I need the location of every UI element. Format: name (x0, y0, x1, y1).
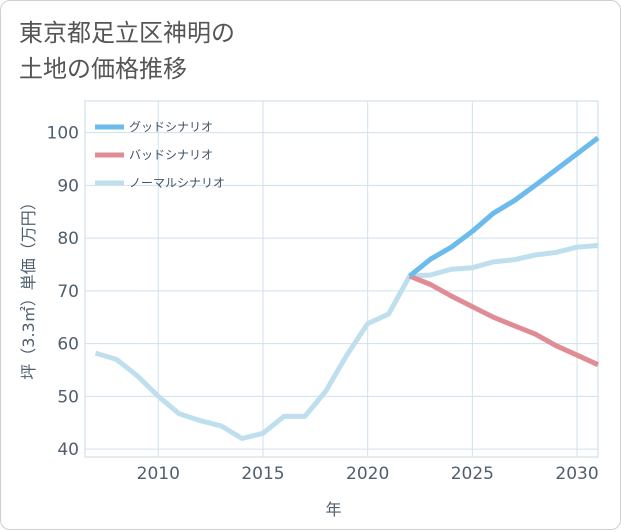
x-tick-label: 2010 (137, 464, 180, 484)
grid-layer (84, 100, 599, 458)
x-tick-label: 2020 (346, 464, 389, 484)
series-line-2 (94, 243, 599, 441)
y-tick-label: 40 (57, 440, 79, 460)
y-axis-title: 坪（3.3㎡）単価（万円） (19, 194, 38, 379)
y-tick-label: 90 (57, 176, 79, 196)
y-tick-label: 50 (57, 387, 79, 407)
plot-frame (84, 100, 599, 458)
legend-label: グッドシナリオ (129, 120, 213, 134)
series-line-1 (408, 273, 600, 367)
x-tick-label: 2015 (241, 464, 284, 484)
series-line-0 (408, 135, 600, 279)
x-tick-label: 2025 (451, 464, 494, 484)
x-tick-label: 2030 (555, 464, 598, 484)
legend-label: バッドシナリオ (129, 148, 213, 162)
series-layer (94, 135, 600, 441)
chart-title-line-1: 東京都足立区神明の (19, 19, 235, 47)
chart-title: 東京都足立区神明の 土地の価格推移 (19, 15, 235, 87)
y-tick-label: 80 (57, 229, 79, 249)
chart-title-line-2: 土地の価格推移 (19, 55, 187, 83)
y-tick-label: 60 (57, 335, 79, 355)
legend-label: ノーマルシナリオ (129, 176, 225, 190)
y-tick-label: 70 (57, 282, 79, 302)
x-axis-title: 年 (325, 500, 341, 519)
y-tick-label: 100 (47, 124, 79, 144)
axis-layer: 2010 2015 2020 2025 2030 40 50 60 70 80 90 100 年 坪（3.… (19, 124, 599, 519)
